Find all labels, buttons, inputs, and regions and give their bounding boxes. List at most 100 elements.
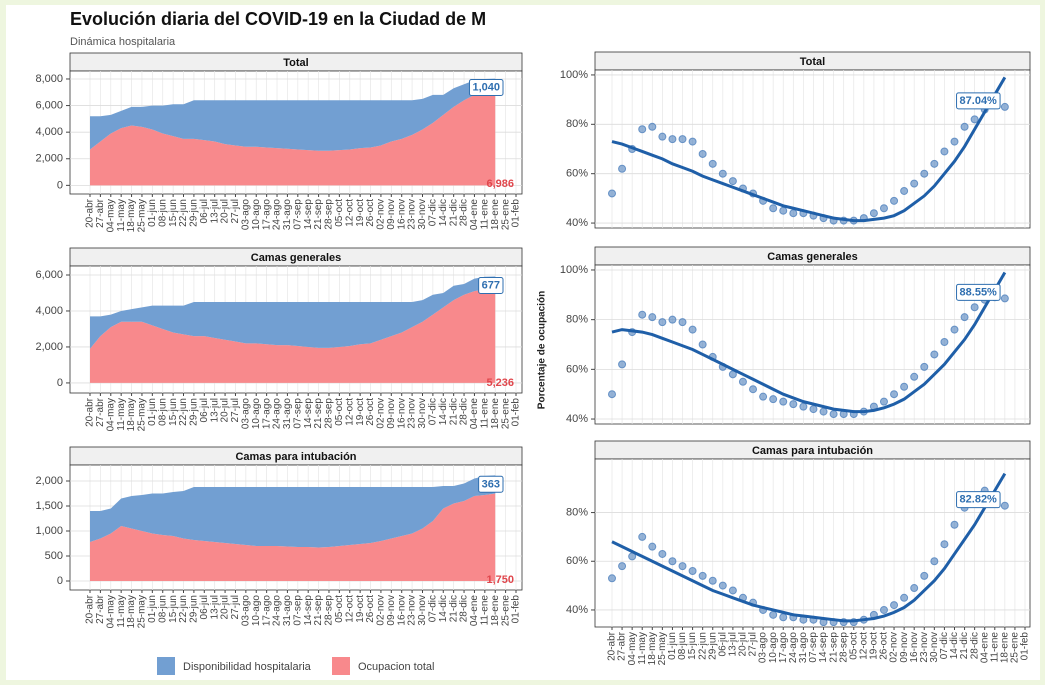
x-tick-label: 07-sep <box>292 595 303 626</box>
point <box>829 410 838 419</box>
x-tick-label: 11-ene <box>479 398 490 429</box>
x-tick-label: 04-ene <box>469 595 480 627</box>
point <box>759 392 768 401</box>
point <box>678 318 687 327</box>
x-tick-label: 01-feb <box>511 595 522 624</box>
x-tick-label: 15-jun <box>168 595 179 623</box>
area <box>90 475 496 548</box>
x-tick-label: 25-may <box>137 595 148 628</box>
x-tick-label: 18-may <box>647 632 658 665</box>
point <box>960 122 969 131</box>
panel-title: Camas generales <box>251 252 342 264</box>
x-tick-label: 07-dic <box>428 595 439 622</box>
point <box>890 196 899 205</box>
x-tick-label: 19-oct <box>869 632 880 660</box>
x-tick-label: 01-jun <box>147 398 158 426</box>
x-tick-label: 11-ene <box>989 632 1000 663</box>
legend-label: Ocupacion total <box>358 661 434 673</box>
x-tick-label: 20-abr <box>607 631 618 661</box>
point <box>678 135 687 144</box>
x-tick-label: 11-may <box>116 199 127 232</box>
point <box>940 540 949 549</box>
x-tick-label: 11-may <box>116 398 127 431</box>
x-tick-label: 14-sep <box>303 595 314 626</box>
x-tick-label: 08-jun <box>677 632 688 660</box>
x-tick-label: 04-may <box>627 632 638 665</box>
point <box>940 147 949 156</box>
point <box>648 313 657 322</box>
x-tick-label: 18-ene <box>999 632 1010 664</box>
point <box>900 186 909 195</box>
x-tick-label: 20-jul <box>220 398 231 422</box>
x-tick-label: 24-ago <box>272 398 283 430</box>
x-tick-label: 10-ago <box>251 398 262 430</box>
point <box>668 135 677 144</box>
point <box>608 574 616 583</box>
point <box>618 360 627 369</box>
x-tick-label: 05-oct <box>334 595 345 623</box>
x-tick-label: 07-sep <box>292 398 303 429</box>
point <box>1000 102 1009 111</box>
area <box>90 288 496 383</box>
x-tick-label: 28-dic <box>459 199 470 226</box>
x-tick-label: 01-feb <box>1020 632 1031 661</box>
point <box>930 557 939 566</box>
x-tick-label: 03-ago <box>240 199 251 231</box>
legend-swatch <box>332 657 350 675</box>
point <box>749 385 758 394</box>
x-tick-label: 30-nov <box>417 199 428 230</box>
x-tick-label: 29-jun <box>189 199 200 227</box>
x-tick-label: 31-ago <box>282 199 293 231</box>
x-tick-label: 21-dic <box>959 632 970 659</box>
x-tick-label: 23-nov <box>407 595 418 626</box>
x-tick-label: 13-jul <box>209 595 220 619</box>
point <box>789 400 798 409</box>
x-tick-label: 12-oct <box>344 398 355 426</box>
x-tick-label: 27-jul <box>230 595 241 619</box>
x-tick-label: 09-nov <box>386 595 397 626</box>
point <box>819 407 828 416</box>
y-tick-label: 4,000 <box>35 126 63 138</box>
point <box>658 549 667 558</box>
point <box>900 382 909 391</box>
point <box>638 310 647 319</box>
x-tick-label: 31-ago <box>798 632 809 664</box>
point <box>950 325 959 334</box>
x-tick-label: 29-jun <box>189 398 200 426</box>
x-tick-label: 29-jun <box>189 595 200 623</box>
value-label-box <box>478 475 504 493</box>
x-tick-label: 31-ago <box>282 398 293 430</box>
x-tick-label: 04-ene <box>979 632 990 664</box>
x-tick-label: 20-abr <box>85 198 96 228</box>
point <box>698 571 707 580</box>
point <box>950 520 959 529</box>
x-tick-label: 13-jul <box>209 398 220 422</box>
point <box>658 132 667 141</box>
point <box>608 189 616 198</box>
point <box>910 584 919 593</box>
x-tick-label: 26-oct <box>365 595 376 623</box>
y-tick-label: 500 <box>45 550 63 562</box>
point <box>879 204 888 213</box>
x-tick-label: 18-ene <box>490 199 501 231</box>
x-tick-label: 03-ago <box>240 595 251 627</box>
point <box>879 605 888 614</box>
area <box>90 276 496 349</box>
point <box>950 137 959 146</box>
x-tick-label: 09-nov <box>386 199 397 230</box>
trend-line <box>611 76 1007 223</box>
x-tick-label: 09-nov <box>899 632 910 663</box>
x-tick-label: 25-may <box>137 199 148 232</box>
panel-title: Camas para intubación <box>752 445 873 457</box>
point <box>608 390 616 399</box>
value-label-box <box>956 283 1001 301</box>
point <box>920 169 929 178</box>
point <box>779 397 788 406</box>
point <box>618 164 627 173</box>
y-axis-title: Porcentaje de ocupación <box>537 291 548 409</box>
x-tick-label: 15-jun <box>168 199 179 227</box>
page-subtitle: Dinámica hospitalaria <box>70 36 176 48</box>
x-tick-label: 03-ago <box>758 632 769 664</box>
point <box>718 581 727 590</box>
x-tick-label: 02-nov <box>376 595 387 626</box>
